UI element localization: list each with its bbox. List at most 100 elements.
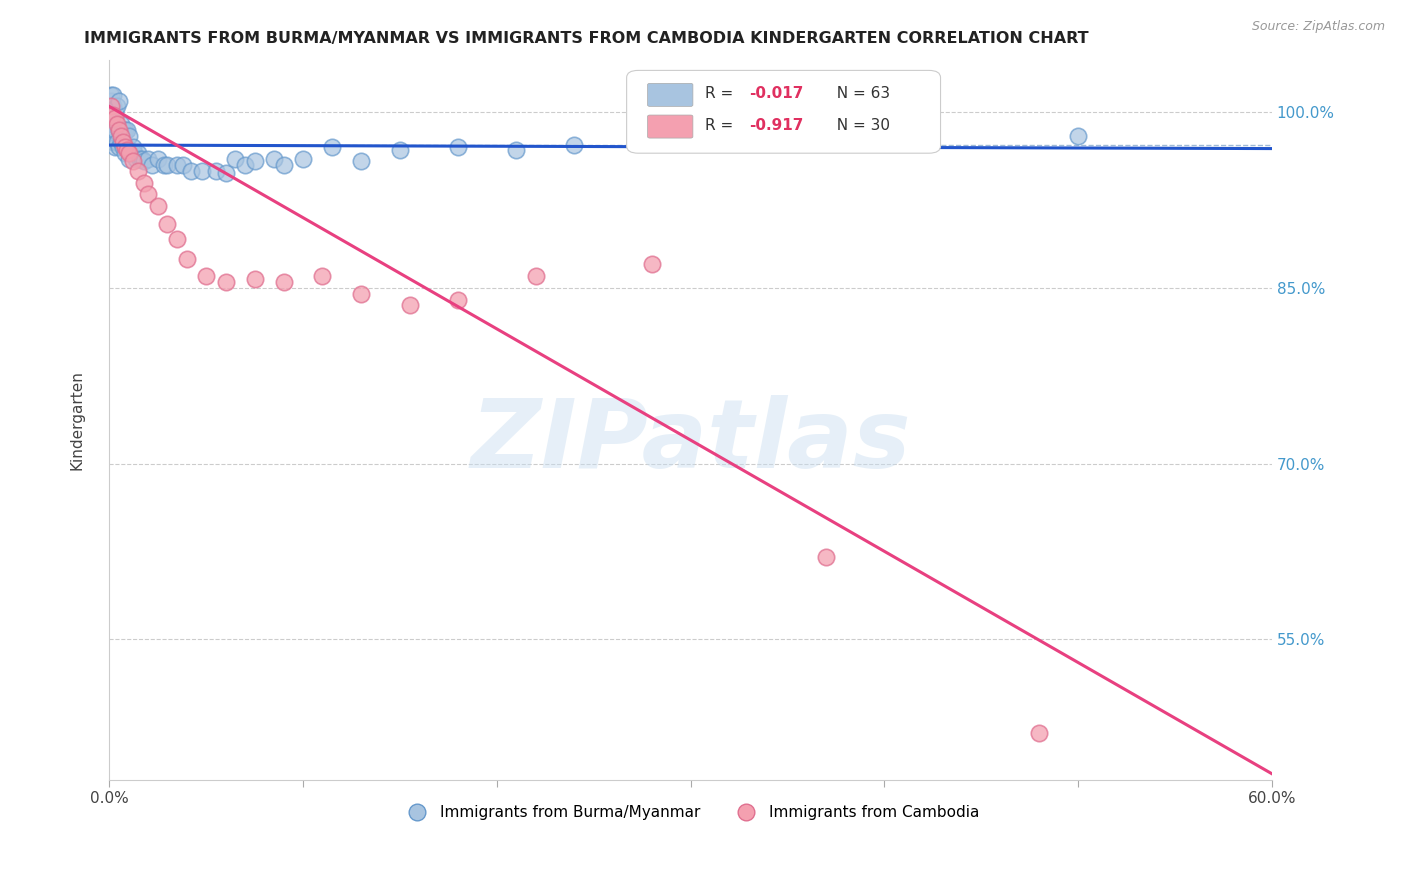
Point bbox=[100, 99, 122, 113]
Point bbox=[100, 105, 122, 120]
Point bbox=[104, 140, 127, 154]
Point bbox=[100, 87, 122, 102]
Point bbox=[104, 123, 127, 137]
Point bbox=[108, 140, 131, 154]
Point bbox=[195, 269, 218, 284]
Point bbox=[176, 252, 198, 266]
Point bbox=[110, 117, 132, 131]
Point bbox=[166, 158, 188, 172]
Point bbox=[912, 131, 935, 145]
Point bbox=[127, 164, 149, 178]
Point bbox=[129, 152, 152, 166]
Point bbox=[105, 117, 128, 131]
Point bbox=[114, 140, 136, 154]
Point bbox=[141, 158, 163, 172]
Point bbox=[136, 187, 159, 202]
Point bbox=[388, 143, 411, 157]
Point bbox=[117, 146, 139, 161]
Text: Source: ZipAtlas.com: Source: ZipAtlas.com bbox=[1251, 20, 1385, 33]
Point bbox=[114, 123, 136, 137]
Point bbox=[108, 94, 131, 108]
Point bbox=[321, 140, 343, 154]
Point bbox=[100, 117, 122, 131]
Point bbox=[131, 152, 153, 166]
Point bbox=[350, 286, 373, 301]
Point bbox=[398, 298, 420, 312]
Point bbox=[101, 87, 124, 102]
Point bbox=[110, 135, 132, 149]
Point bbox=[273, 158, 295, 172]
Point bbox=[111, 123, 134, 137]
Text: IMMIGRANTS FROM BURMA/MYANMAR VS IMMIGRANTS FROM CAMBODIA KINDERGARTEN CORRELATI: IMMIGRANTS FROM BURMA/MYANMAR VS IMMIGRA… bbox=[84, 31, 1090, 46]
Point bbox=[233, 158, 256, 172]
Point bbox=[125, 152, 148, 166]
Point bbox=[214, 275, 236, 289]
Point bbox=[447, 293, 470, 307]
Point bbox=[120, 146, 142, 161]
Point bbox=[146, 199, 169, 213]
Point bbox=[117, 152, 139, 166]
Point bbox=[699, 135, 721, 149]
Point bbox=[273, 275, 295, 289]
Point bbox=[115, 143, 138, 157]
Point bbox=[115, 140, 138, 154]
Point bbox=[121, 140, 143, 154]
Point bbox=[121, 154, 143, 169]
Point bbox=[191, 164, 214, 178]
Text: Kindergarten: Kindergarten bbox=[69, 369, 84, 469]
Point bbox=[105, 99, 128, 113]
Point bbox=[350, 154, 373, 169]
Point bbox=[111, 140, 134, 154]
Point bbox=[127, 146, 149, 161]
Point bbox=[156, 158, 179, 172]
Point bbox=[101, 99, 124, 113]
Point bbox=[776, 135, 799, 149]
Point bbox=[111, 135, 134, 149]
Point bbox=[100, 128, 122, 143]
Point bbox=[815, 550, 838, 565]
Point bbox=[172, 158, 194, 172]
Point bbox=[1028, 725, 1050, 739]
Text: -0.917: -0.917 bbox=[749, 118, 803, 133]
Text: N = 63: N = 63 bbox=[827, 86, 890, 101]
Point bbox=[101, 123, 124, 137]
Point bbox=[134, 176, 156, 190]
FancyBboxPatch shape bbox=[648, 115, 693, 138]
Point bbox=[134, 154, 156, 169]
Point bbox=[156, 217, 179, 231]
Point bbox=[224, 152, 246, 166]
Point bbox=[108, 123, 131, 137]
Point bbox=[1067, 128, 1090, 143]
Point bbox=[243, 271, 266, 285]
Point bbox=[101, 135, 124, 149]
Text: ZIPatlas: ZIPatlas bbox=[470, 394, 911, 488]
Point bbox=[641, 258, 664, 272]
FancyBboxPatch shape bbox=[627, 70, 941, 153]
Point bbox=[311, 269, 333, 284]
Point bbox=[263, 152, 285, 166]
Point bbox=[146, 152, 169, 166]
Point bbox=[101, 108, 124, 122]
Point bbox=[524, 269, 547, 284]
Point bbox=[180, 164, 202, 178]
FancyBboxPatch shape bbox=[648, 83, 693, 106]
Point bbox=[114, 146, 136, 161]
Point bbox=[505, 143, 527, 157]
Point bbox=[447, 140, 470, 154]
Point bbox=[104, 111, 127, 125]
Point bbox=[292, 152, 315, 166]
Point bbox=[152, 158, 174, 172]
Text: R =: R = bbox=[704, 118, 738, 133]
Point bbox=[136, 152, 159, 166]
Text: -0.017: -0.017 bbox=[749, 86, 803, 101]
Point bbox=[110, 128, 132, 143]
Text: N = 30: N = 30 bbox=[827, 118, 890, 133]
Point bbox=[166, 232, 188, 246]
Point bbox=[117, 128, 139, 143]
Point bbox=[104, 105, 127, 120]
Legend: Immigrants from Burma/Myanmar, Immigrants from Cambodia: Immigrants from Burma/Myanmar, Immigrant… bbox=[395, 798, 986, 826]
Point bbox=[205, 164, 228, 178]
Text: R =: R = bbox=[704, 86, 738, 101]
Point bbox=[562, 138, 585, 153]
Point bbox=[105, 135, 128, 149]
